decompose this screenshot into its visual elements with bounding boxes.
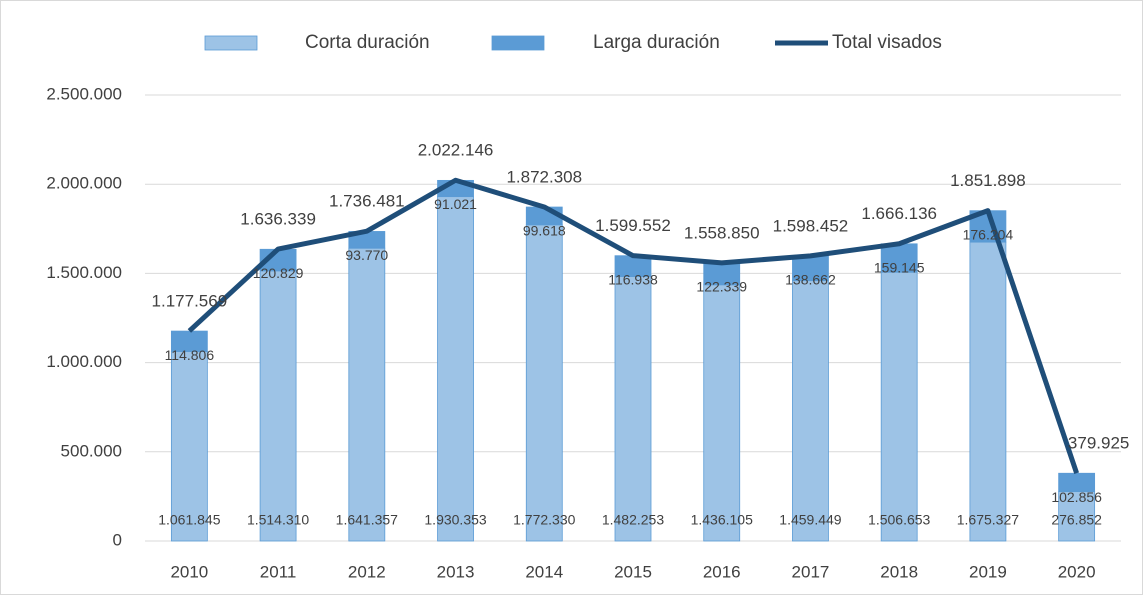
bar-value-label: 122.339 (696, 279, 747, 295)
line-value-label: 2.022.146 (418, 141, 494, 160)
line (187, 177, 1080, 475)
bar-segment (792, 280, 829, 542)
bar-value-label: 1.675.327 (957, 512, 1019, 528)
line-value-label: 1.598.452 (773, 216, 849, 235)
x-tick-label: 2016 (703, 562, 741, 581)
bar-segment (437, 196, 474, 542)
bar-segment (792, 255, 829, 282)
x-tick-label: 2018 (880, 562, 918, 581)
legend-marker (204, 35, 258, 51)
bar-segment (614, 276, 652, 542)
bar-segment (259, 270, 297, 542)
bar-segment (880, 271, 918, 542)
bar-value-label: 1.061.845 (158, 512, 220, 528)
bar-value-label: 138.662 (785, 272, 836, 288)
bar-value-label: 116.938 (608, 271, 658, 287)
line-value-label: 1.636.339 (240, 210, 316, 229)
x-tick-label: 2017 (792, 562, 830, 581)
line-value-label: 1.599.552 (595, 216, 671, 235)
y-tick-label: 1.000.000 (46, 352, 122, 371)
bar-segment (1058, 472, 1096, 493)
y-tick-label: 2.500.000 (46, 84, 122, 103)
bar-segment (969, 241, 1007, 542)
bar-value-label: 176.204 (963, 226, 1014, 242)
bar-value-label: 91.021 (434, 196, 477, 212)
y-tick-label: 0 (113, 530, 122, 549)
bar-value-label: 1.772.330 (513, 512, 575, 528)
bar-segment (703, 284, 741, 542)
bar-value-label: 1.506.653 (868, 512, 930, 528)
legend-label: Total visados (832, 32, 942, 53)
bar-value-label: 276.852 (1051, 512, 1102, 528)
line-value-label: 1.851.898 (950, 171, 1026, 190)
bar-value-label: 1.436.105 (691, 512, 753, 528)
x-tick-label: 2015 (614, 562, 652, 581)
bar-segment (170, 330, 208, 352)
line-value-label: 1.558.850 (684, 223, 760, 242)
x-tick-label: 2011 (260, 562, 297, 581)
legend-marker (491, 35, 545, 51)
bar-value-label: 159.145 (874, 260, 925, 276)
legend-label: Larga duración (593, 32, 720, 53)
y-tick-label: 1.500.000 (46, 263, 122, 282)
bar-segment (348, 247, 386, 542)
y-tick-label: 500.000 (61, 441, 122, 460)
x-tick-label: 2019 (969, 562, 1007, 581)
legend-label: Corta duración (305, 32, 430, 53)
bar-value-label: 99.618 (523, 223, 566, 239)
bar-value-label: 93.770 (345, 247, 388, 263)
bar-segment (1058, 491, 1096, 542)
x-tick-label: 2020 (1058, 562, 1096, 581)
bar-segment (880, 243, 918, 273)
bar-value-label: 1.930.353 (424, 512, 486, 528)
bar-value-label: 120.829 (253, 265, 304, 281)
x-tick-label: 2010 (170, 562, 208, 581)
bar-segment (170, 351, 208, 542)
x-tick-label: 2014 (525, 562, 563, 581)
bar-value-label: 1.514.310 (247, 512, 309, 528)
bar-value-label: 1.459.449 (779, 512, 841, 528)
bar-value-label: 114.806 (165, 347, 215, 363)
x-tick-label: 2012 (348, 562, 386, 581)
bar-value-label: 1.641.357 (336, 512, 398, 528)
line-value-label: 1.736.481 (329, 192, 405, 211)
line-value-label: 1.872.308 (506, 167, 582, 186)
line-value-label: 1.666.136 (861, 204, 937, 223)
x-tick-label: 2013 (437, 562, 475, 581)
bar-value-label: 1.482.253 (602, 512, 664, 528)
bar-value-label: 102.856 (1051, 489, 1102, 505)
line-value-label: 1.177.569 (152, 291, 228, 310)
y-tick-label: 2.000.000 (46, 174, 122, 193)
bar-segment (525, 224, 563, 542)
line-value-label: 379.925 (1068, 434, 1129, 453)
